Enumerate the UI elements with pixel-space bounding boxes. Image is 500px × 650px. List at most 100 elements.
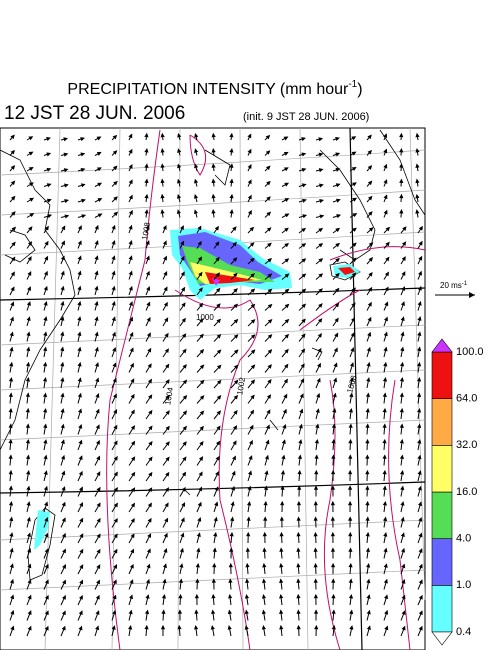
wind-arrow-head [265, 439, 270, 445]
wind-arrow-head [29, 197, 35, 202]
wind-arrow-head [229, 209, 234, 214]
wind-arrow-head [25, 392, 30, 398]
wind-arrow-head [368, 242, 374, 247]
wind-arrow-head [333, 377, 338, 383]
wind-arrow-head [367, 301, 372, 307]
wind-arrow-head [383, 532, 388, 537]
wind-arrow-head [25, 438, 30, 444]
wind-arrow-head [46, 183, 52, 188]
wind-arrow-head [77, 300, 82, 306]
wind-arrow-head [382, 423, 387, 428]
wind-arrow-head [165, 456, 170, 462]
wind-arrow-head [365, 454, 370, 459]
wind-arrow-head [146, 316, 151, 322]
isobar-label: 1000 [196, 313, 214, 322]
wind-arrow-head [27, 625, 32, 631]
wind-arrow-head [95, 408, 100, 414]
wind-arrow-head [113, 440, 118, 446]
wind-arrow-head [367, 134, 372, 140]
wind-arrow-head [296, 578, 301, 583]
wind-arrow-head [262, 531, 267, 537]
wind-arrow-head [129, 347, 134, 353]
wind-arrow-head [313, 485, 319, 490]
wind-arrow-head [335, 152, 341, 157]
wind-arrow-head [418, 255, 423, 261]
wind-arrow-head [416, 407, 422, 413]
wind-arrow-head [128, 270, 133, 276]
wind-arrow-head [94, 224, 99, 230]
wind-arrow-head [197, 256, 203, 262]
wind-arrow-head [148, 456, 153, 462]
wind-arrow-head [383, 563, 388, 568]
wind-arrow-head [28, 166, 34, 172]
wind-arrow-head [146, 332, 151, 338]
wind-arrow-head [216, 410, 221, 416]
wind-arrow-head [348, 593, 354, 599]
wind-arrow-head [147, 517, 152, 523]
valid-time: 12 JST 28 JUN. 2006 [4, 103, 185, 124]
wind-arrow-head [232, 440, 237, 446]
wind-arrow-head [245, 547, 250, 552]
wind-arrow-head [335, 167, 341, 172]
wind-arrow-head [368, 257, 374, 262]
wind-arrow-head [335, 287, 340, 293]
wind-arrow-head [130, 548, 135, 554]
wind-arrow-head [349, 609, 354, 615]
isobars [106, 129, 426, 650]
wind-arrow-head [194, 609, 199, 614]
wind-arrow-head [317, 362, 321, 368]
wind-arrow-head [245, 562, 250, 568]
wind-arrow-head [77, 331, 82, 337]
wind-arrow-head [42, 361, 48, 367]
wind-arrow-head [144, 148, 149, 153]
wind-arrow-head [318, 137, 324, 142]
wind-arrow-head [162, 563, 167, 569]
wind-arrow-head [417, 501, 423, 507]
wind-arrow-head [229, 547, 234, 552]
wind-arrow-head [399, 178, 404, 183]
wind-arrow-head [113, 471, 118, 477]
wind-arrow-head [148, 409, 153, 415]
wind-arrow-head [194, 163, 199, 169]
wind-arrow-head [44, 610, 49, 616]
wind-arrow-head [351, 136, 357, 141]
wind-arrow-head [250, 379, 256, 385]
wind-arrow-head [60, 346, 65, 352]
wind-arrow-head [147, 378, 153, 384]
wind-arrow-head [112, 165, 118, 171]
wind-arrow-head [382, 469, 387, 475]
wind-arrow-head [27, 286, 32, 291]
wind-arrow-head [128, 255, 133, 261]
wind-arrow-head [300, 348, 306, 354]
wind-arrow-head [263, 500, 268, 506]
wind-arrow-head [130, 502, 136, 508]
wind-arrow-head [384, 625, 389, 631]
wind-arrow-head [418, 610, 423, 616]
wind-arrow-head [247, 194, 252, 200]
wind-arrow-head [297, 485, 302, 490]
wind-arrow-head [247, 470, 252, 476]
wind-arrow-head [348, 516, 353, 521]
wind-arrow-head [331, 578, 336, 583]
wind-arrow-head [214, 225, 219, 231]
wind-arrow-head [11, 195, 16, 201]
wind-arrow-head [9, 563, 14, 568]
wind-arrow-head [349, 392, 354, 398]
wind-arrow-head [299, 408, 304, 414]
wind-arrow-head [43, 470, 48, 475]
wind-arrow-head [182, 456, 187, 462]
wind-arrow-head [415, 163, 420, 168]
wind-scale-label: 20 ms-1 [440, 281, 468, 291]
wind-arrow-head [401, 610, 406, 615]
wind-arrow-head [61, 532, 66, 538]
wind-arrow-head [181, 302, 186, 308]
wind-arrow-head [25, 454, 31, 460]
wind-arrow-head [400, 469, 405, 475]
wind-arrow-head [233, 379, 239, 385]
wind-arrow-head [26, 485, 31, 491]
wind-arrow-head [77, 270, 82, 276]
wind-arrow-head [94, 285, 99, 291]
wind-arrow-head [11, 256, 16, 262]
wind-arrow-head [128, 240, 133, 245]
isobar-label: 1002 [235, 376, 247, 396]
